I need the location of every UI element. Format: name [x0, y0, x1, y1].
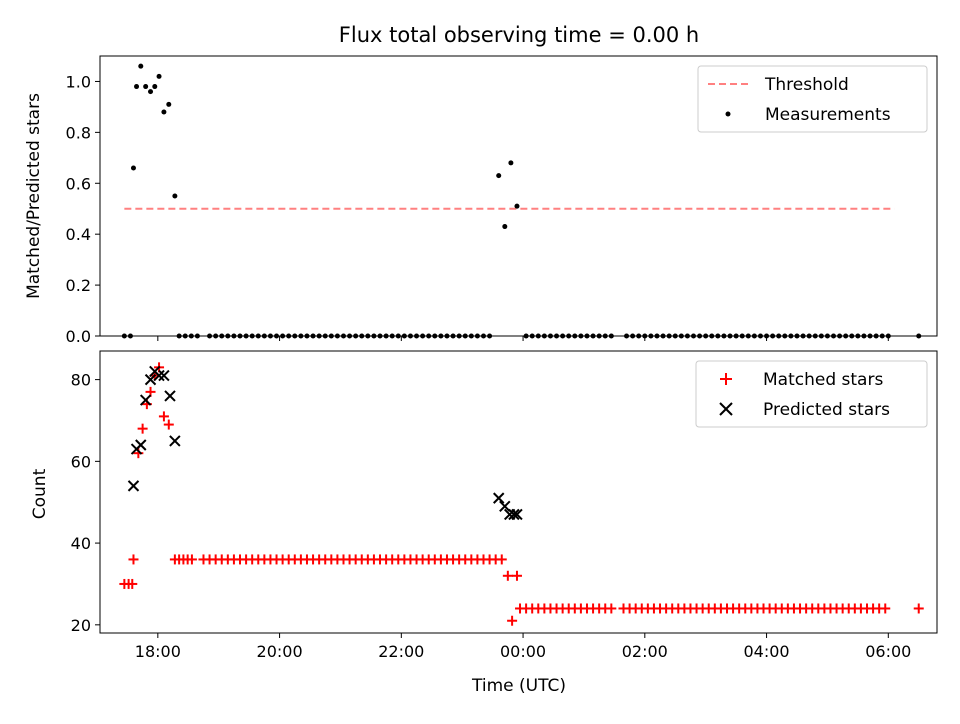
y-tick-label: 80	[71, 371, 91, 390]
measurement-point	[508, 160, 514, 166]
legend-predicted-label: Predicted stars	[763, 400, 890, 420]
y-tick-label: 1.0	[66, 72, 91, 91]
x-tick-label: 18:00	[135, 642, 181, 661]
matched-point	[128, 554, 139, 565]
measurement-point	[152, 84, 158, 90]
measurement-point	[138, 63, 144, 69]
matched-point	[913, 603, 924, 614]
bottom-legend-frame	[695, 360, 928, 428]
y-tick-label: 0.4	[66, 225, 91, 244]
x-tick-label: 00:00	[500, 642, 546, 661]
matched-point	[507, 615, 518, 626]
matched-point	[137, 423, 148, 434]
predicted-point	[127, 480, 140, 492]
measurement-point	[156, 73, 162, 79]
bottom-panel: 20 40 60 80 18:00 20:00 22:00 00:00 02:00 04:00 0…	[30, 350, 938, 696]
predicted-point	[508, 508, 520, 521]
top-y-axis: 0.0 0.2 0.4 0.6 0.8 1.0	[66, 72, 100, 346]
bottom-legend: Matched stars Predicted stars	[695, 360, 928, 428]
top-panel: 0.0 0.2 0.4 0.6 0.8 1.0 Matched/Predicted sta…	[24, 55, 938, 346]
y-tick-label: 0.0	[66, 327, 91, 346]
measurement-point	[496, 173, 502, 179]
matched-point	[606, 603, 617, 614]
measurement-point	[166, 101, 172, 107]
x-tick-label: 02:00	[622, 642, 668, 661]
matched-point	[163, 419, 174, 430]
bottom-y-axis-label: Count	[30, 468, 50, 519]
measurement-point	[148, 89, 154, 95]
matched-point	[502, 570, 513, 581]
matched-point	[880, 603, 891, 614]
x-axis-label: Time (UTC)	[471, 676, 566, 696]
predicted-point	[493, 492, 505, 504]
predicted-point	[153, 369, 165, 382]
bottom-y-axis: 20 40 60 80	[71, 371, 100, 635]
top-y-axis-label: Matched/Predicted stars	[24, 93, 44, 299]
predicted-point	[135, 439, 147, 451]
top-axes-frame	[99, 55, 938, 337]
legend-measurements-label: Measurements	[765, 105, 891, 125]
matched-point	[511, 570, 522, 581]
matched-point	[186, 554, 197, 565]
predicted-point	[139, 394, 152, 406]
measurement-point	[502, 224, 508, 230]
matched-point	[127, 578, 138, 589]
legend-threshold-label: Threshold	[764, 75, 849, 95]
y-tick-label: 0.8	[66, 123, 91, 142]
x-tick-label: 04:00	[744, 642, 790, 661]
chart-title: Flux total observing time = 0.00 h	[339, 23, 699, 47]
predicted-point	[169, 435, 181, 447]
y-tick-label: 0.6	[66, 174, 91, 193]
top-legend: Threshold Measurements	[697, 65, 928, 133]
bottom-x-axis: 18:00 20:00 22:00 00:00 02:00 04:00 06:00	[135, 633, 911, 661]
bottom-axes-frame	[99, 350, 938, 634]
measurement-point	[134, 84, 140, 90]
legend-predicted-swatch	[719, 402, 733, 416]
bottom-plot-area	[119, 362, 924, 626]
measurement-point	[143, 84, 149, 90]
measurement-point	[130, 165, 136, 171]
predicted-point	[499, 500, 511, 513]
predicted-point	[144, 373, 157, 386]
x-tick-label: 20:00	[257, 642, 303, 661]
top-x-axis	[157, 336, 889, 341]
predicted-point	[158, 369, 170, 382]
predicted-point	[511, 508, 523, 521]
x-tick-label: 22:00	[378, 642, 424, 661]
predicted-point	[164, 390, 176, 402]
y-tick-label: 20	[71, 616, 91, 635]
legend-measurements-swatch	[725, 111, 731, 117]
x-tick-label: 06:00	[865, 642, 911, 661]
y-tick-label: 60	[71, 452, 91, 471]
legend-matched-swatch	[720, 373, 732, 385]
measurement-point	[161, 109, 167, 115]
matched-point	[158, 411, 169, 422]
top-legend-frame	[697, 65, 928, 133]
y-tick-label: 40	[71, 534, 91, 553]
measurement-point	[172, 193, 178, 199]
matched-point	[496, 554, 507, 565]
legend-matched-label: Matched stars	[763, 370, 883, 390]
measurement-point	[514, 203, 520, 209]
y-tick-label: 0.2	[66, 276, 91, 295]
